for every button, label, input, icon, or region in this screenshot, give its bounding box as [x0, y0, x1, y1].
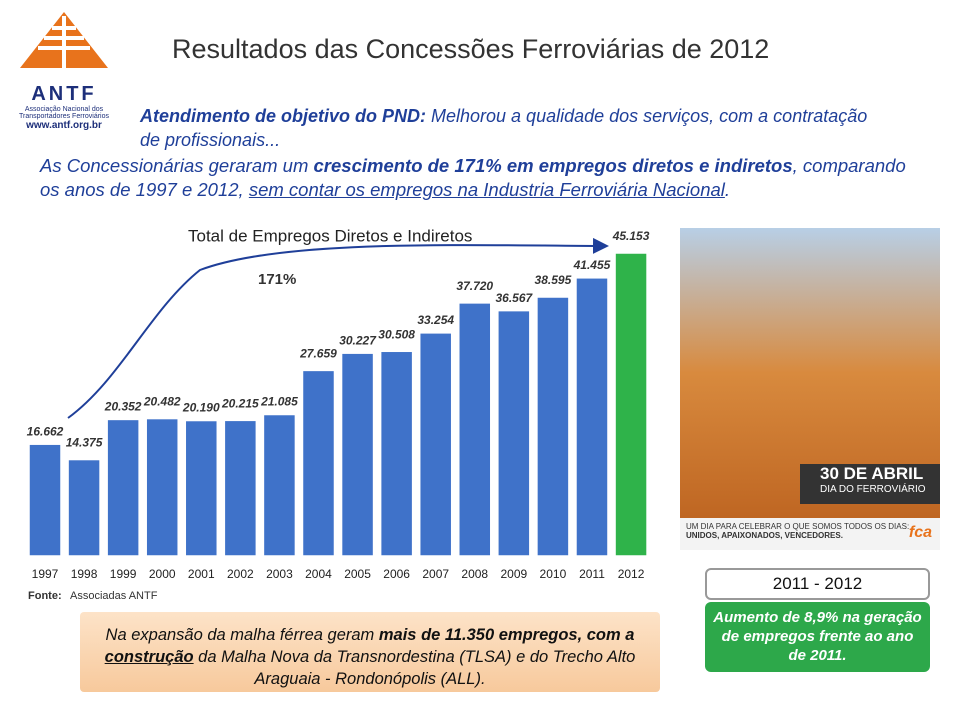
- source: Associadas ANTF: [70, 590, 158, 602]
- note-d: da Malha Nova da Transnordestina (TLSA) …: [193, 648, 636, 688]
- x-tick-label: 2011: [579, 567, 605, 581]
- x-tick-label: 1998: [71, 567, 98, 581]
- value-label: 45.153: [612, 229, 650, 243]
- x-tick-label: 2007: [422, 567, 449, 581]
- intro-rest: Melhorou a qualidade dos serviços, com a…: [140, 106, 868, 150]
- seg: .: [724, 179, 731, 200]
- value-label: 37.720: [456, 279, 493, 293]
- x-tick-label: 2005: [344, 567, 371, 581]
- note-b: mais de 11.350 empregos, com a: [378, 626, 635, 644]
- growth-text: As Concessionárias geraram um cresciment…: [40, 154, 920, 202]
- logo-lines: [38, 16, 90, 68]
- value-label: 16.662: [27, 424, 64, 438]
- logo-name: ANTF: [31, 83, 97, 105]
- photo-banner: 30 DE ABRIL DIA DO FERROVIÁRIO: [800, 464, 940, 504]
- bar: [106, 418, 140, 557]
- photo-brand: fca: [908, 524, 932, 541]
- bar: [458, 302, 492, 557]
- value-label: 20.215: [221, 397, 259, 411]
- bar: [262, 413, 297, 557]
- value-label: 30.227: [339, 333, 377, 347]
- bar: [184, 419, 219, 557]
- x-tick-label: 2001: [188, 567, 215, 581]
- logo-mark: [20, 12, 108, 68]
- photo-date: 30 DE ABRIL: [820, 464, 924, 483]
- logo: ANTF Associação Nacional dos Transportad…: [8, 8, 120, 131]
- bar: [223, 419, 258, 557]
- annotation: 171%: [258, 271, 296, 288]
- bar: [497, 309, 531, 557]
- note-c: construção: [104, 648, 194, 666]
- x-tick-label: 2012: [618, 567, 645, 581]
- value-label: 33.254: [417, 313, 454, 327]
- seg: , comparando os anos de 1997 e 2012,: [40, 155, 906, 200]
- seg: As Concessionárias geraram um: [40, 155, 314, 176]
- period-box: 2011 - 2012: [705, 568, 930, 600]
- chart-title: Total de Empregos Diretos e Indiretos: [188, 226, 472, 245]
- x-tick-label: 2000: [149, 567, 176, 581]
- x-tick-label: 2009: [500, 567, 527, 581]
- value-label: 27.659: [299, 347, 337, 361]
- intro-lead: Atendimento de objetivo do PND:: [140, 106, 426, 126]
- bar: [536, 296, 570, 557]
- logo-org: Associação Nacional dos Transportadores …: [19, 106, 109, 120]
- x-tick-label: 2004: [305, 567, 332, 581]
- bar: [340, 352, 375, 557]
- value-label: 20.352: [104, 400, 142, 414]
- side-box: Aumento de 8,9% na geração de empregos f…: [705, 602, 930, 672]
- bar: [614, 252, 648, 557]
- bar: [418, 332, 453, 557]
- value-label: 21.085: [260, 395, 298, 409]
- photo-event: DIA DO FERROVIÁRIO: [820, 484, 926, 495]
- value-label: 30.508: [378, 327, 415, 341]
- title: Resultados das Concessões Ferroviárias d…: [172, 34, 770, 64]
- bar: [28, 443, 62, 557]
- x-tick-label: 1997: [32, 567, 59, 581]
- intro-line: Atendimento de objetivo do PND: Melhorou…: [140, 104, 880, 152]
- x-tick-label: 2003: [266, 567, 293, 581]
- seg-underline: sem contar os empregos na Industria Ferr…: [248, 179, 725, 200]
- bar: [379, 350, 414, 557]
- photo: 30 DE ABRIL DIA DO FERROVIÁRIO UM DIA PA…: [680, 228, 940, 550]
- x-tick-label: 2010: [540, 567, 567, 581]
- note-box: Na expansão da malha férrea geram mais d…: [80, 612, 660, 692]
- photo-footer: UM DIA PARA CELEBRAR O QUE SOMOS TODOS O…: [680, 518, 940, 550]
- bar: [575, 277, 609, 557]
- photo-slogan2: UNIDOS, APAIXONADOS, VENCEDORES.: [686, 531, 843, 540]
- value-label: 20.190: [182, 401, 220, 415]
- x-tick-label: 1999: [110, 567, 137, 581]
- value-label: 14.375: [66, 436, 103, 450]
- bar: [67, 458, 101, 557]
- growth-arrow: [67, 237, 609, 419]
- seg-bold: crescimento de 171% em empregos diretos …: [313, 155, 793, 176]
- bar: [301, 369, 336, 557]
- x-tick-label: 2002: [227, 567, 254, 581]
- x-tick-label: 2008: [461, 567, 488, 581]
- photo-slogan1: UM DIA PARA CELEBRAR O QUE SOMOS TODOS O…: [686, 522, 910, 531]
- logo-url: www.antf.org.br: [26, 120, 102, 131]
- bar: [145, 417, 179, 557]
- value-label: 20.482: [143, 395, 181, 409]
- value-label: 41.455: [573, 258, 611, 272]
- x-tick-label: 2006: [383, 567, 410, 581]
- source-label: Fonte:: [28, 590, 62, 602]
- value-label: 38.595: [535, 273, 572, 287]
- note-a: Na expansão da malha férrea geram: [105, 626, 379, 644]
- value-label: 36.567: [495, 291, 533, 305]
